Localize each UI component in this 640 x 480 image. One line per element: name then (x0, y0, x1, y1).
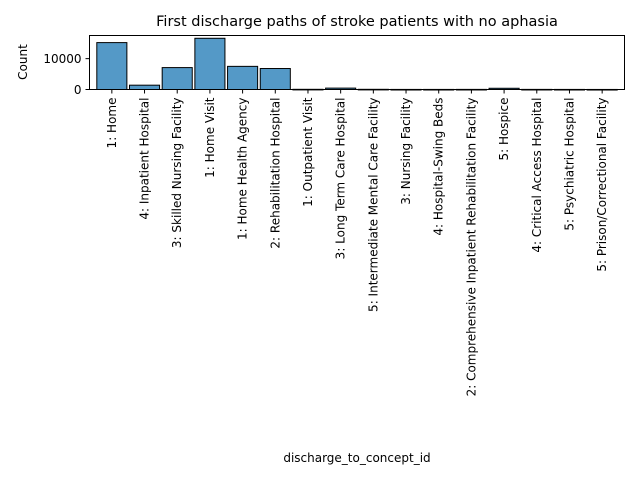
x-tick-label: 5: Prison/Correctional Facility (595, 98, 609, 272)
x-tick-label: 1: Outpatient Visit (301, 97, 315, 207)
bar (259, 68, 291, 90)
x-tick-label: 1: Home Health Agency (236, 98, 250, 240)
x-ticks-group: 1: Home 4: Inpatient Hospital 3: Skilled N… (105, 89, 609, 397)
y-tick-label: 10000 (43, 52, 81, 66)
bar (129, 84, 161, 91)
bar (227, 65, 259, 90)
x-tick-label: 4: Hospital-Swing Beds (432, 98, 446, 236)
x-tick-label: 4: Inpatient Hospital (138, 98, 152, 220)
x-tick-label: 3: Skilled Nursing Facility (170, 98, 184, 249)
bar (96, 42, 128, 90)
x-axis-label: discharge_to_concept_id (283, 451, 430, 465)
x-tick-label: 2: Comprehensive Inpatient Rehabilitatio… (464, 98, 478, 397)
y-tick-label: 0 (74, 83, 82, 97)
x-tick-label: 1: Home Visit (203, 97, 217, 178)
y-axis-label: Count (16, 44, 30, 80)
x-tick-label: 2: Rehabilitation Hospital (268, 98, 282, 249)
bar (161, 67, 193, 90)
plot-frame (89, 35, 625, 90)
chart-title: First discharge paths of stroke patients… (156, 14, 558, 30)
bars-group (96, 37, 618, 91)
x-tick-label: 5: Psychiatric Hospital (562, 98, 576, 231)
bar (194, 37, 226, 90)
x-tick-label: 5: Hospice (497, 98, 511, 161)
x-tick-label: 3: Long Term Care Hospital (334, 98, 348, 260)
x-tick-label: 1: Home (105, 98, 119, 149)
y-ticks-group: 0 10000 (43, 52, 90, 97)
x-tick-label: 4: Critical Access Hospital (530, 98, 544, 253)
x-tick-label: 3: Nursing Facility (399, 98, 413, 205)
x-tick-label: 5: Intermediate Mental Care Facility (366, 98, 380, 312)
